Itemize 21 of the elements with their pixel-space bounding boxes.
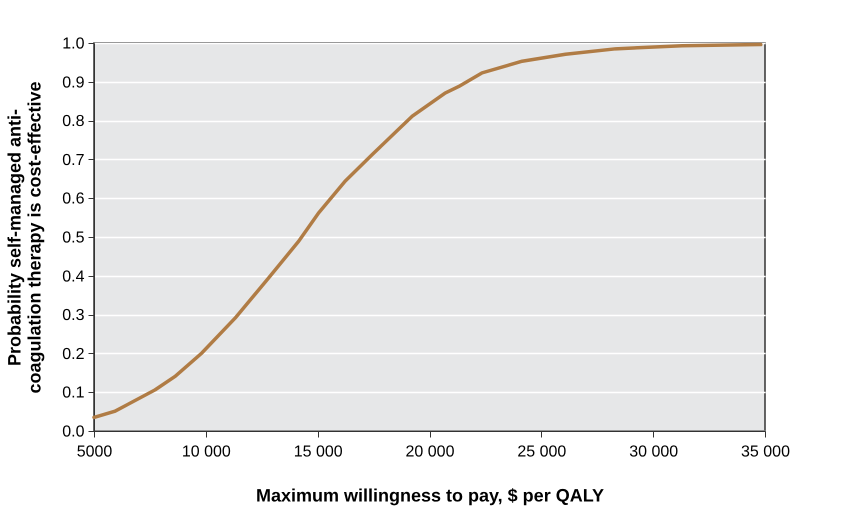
- x-tick-label: 30 000: [629, 444, 678, 460]
- x-tick-label: 25 000: [517, 444, 566, 460]
- y-tick-label: 0.4: [62, 268, 85, 286]
- y-tick-label: 0.3: [62, 307, 85, 324]
- y-tick-label: 1.0: [62, 36, 85, 52]
- y-tick-label: 0.2: [62, 346, 85, 363]
- x-tick-label: 5000: [76, 444, 112, 460]
- y-tick-label: 0.7: [62, 152, 85, 169]
- y-tick-label: 0.6: [62, 190, 85, 208]
- x-tick-label: 15 000: [294, 444, 343, 460]
- y-tick-label: 0.9: [62, 74, 85, 92]
- y-tick-label: 0.8: [62, 113, 85, 130]
- y-tick-label: 0.0: [62, 424, 85, 440]
- y-axis-title: Probability self-managed anti- coagulation therapy is cost-effective: [4, 81, 44, 394]
- x-tick-label: 35 000: [741, 444, 790, 460]
- x-axis-title: Maximum willingness to pay, $ per QALY: [256, 486, 604, 506]
- y-tick-label: 0.1: [62, 384, 85, 402]
- y-tick-label: 0.5: [62, 230, 85, 246]
- x-tick-label: 10 000: [182, 444, 231, 460]
- x-tick-label: 20 000: [406, 444, 455, 460]
- line-series: [92, 42, 762, 420]
